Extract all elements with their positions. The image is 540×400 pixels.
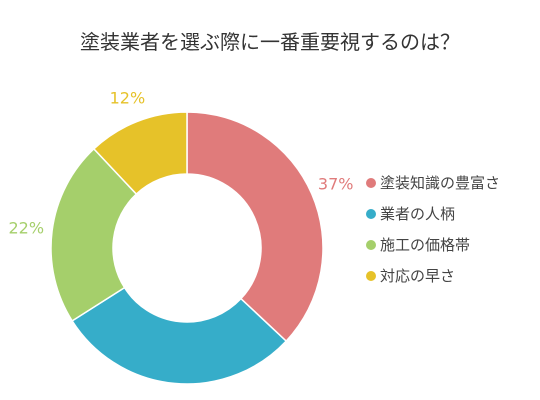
slice-1 xyxy=(186,111,324,343)
percentage-labels: 37%29%22%12% xyxy=(8,88,354,238)
slice-2 xyxy=(71,286,288,385)
legend-marker-4 xyxy=(366,271,376,281)
donut-slices xyxy=(50,111,324,385)
slice-label-3: 22% xyxy=(8,219,44,238)
slice-3 xyxy=(50,147,138,322)
chart-title: 塗装業者を選ぶ際に一番重要視するのは？ xyxy=(80,30,460,54)
slice-label-1: 37% xyxy=(318,175,354,194)
legend-label-3: 施工の価格帯 xyxy=(380,236,470,254)
legend-marker-2 xyxy=(366,209,376,219)
legend-label-1: 塗装知識の豊富さ xyxy=(380,174,500,192)
legend-marker-3 xyxy=(366,240,376,250)
slice-label-4: 12% xyxy=(110,88,146,107)
legend-marker-1 xyxy=(366,178,376,188)
slice-4 xyxy=(92,111,188,196)
legend-label-4: 対応の早さ xyxy=(380,267,455,285)
legend-label-2: 業者の人柄 xyxy=(380,205,455,223)
